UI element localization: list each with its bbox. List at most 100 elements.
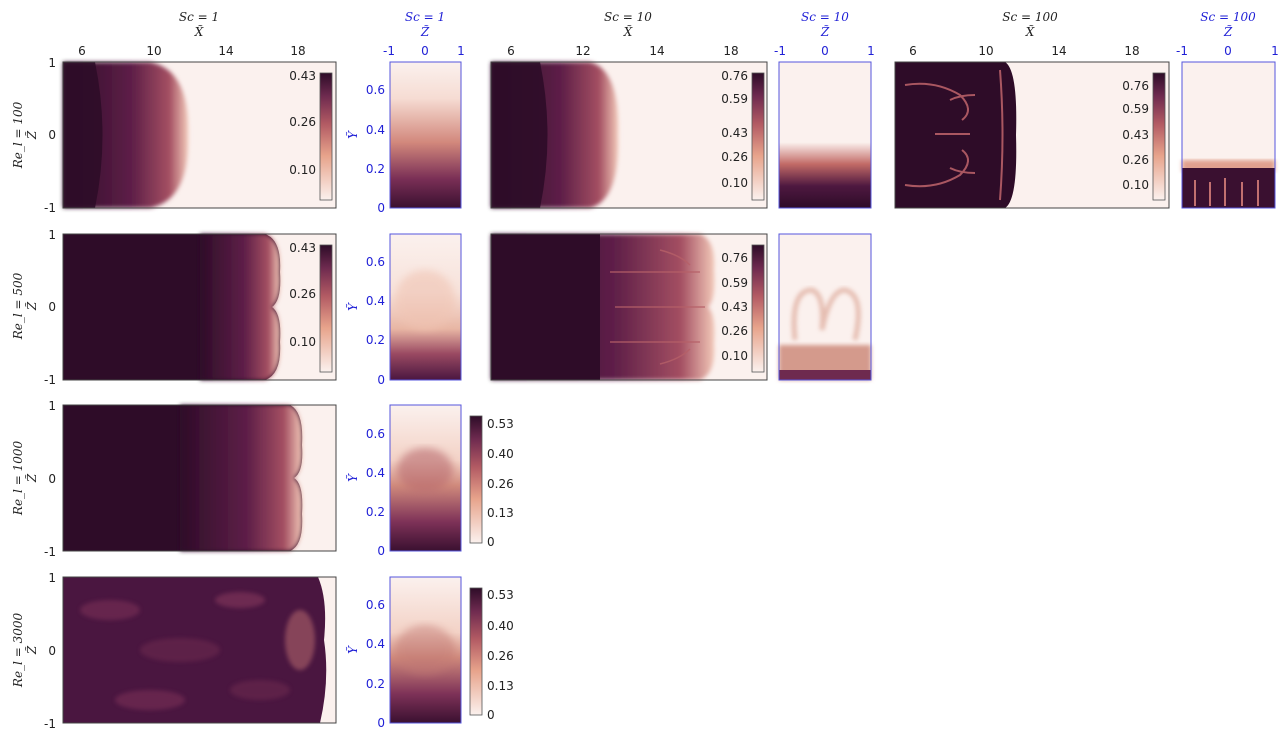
colorbar-re100-sc1: 0.43 0.26 0.10: [289, 69, 333, 201]
x-ticks-sc100: 6 10 14 18: [909, 44, 1139, 58]
header-sc1-side: Sc = 1: [405, 10, 445, 24]
x-ticks-sc1: 6 10 14 18: [78, 44, 305, 58]
y-tick: 0.2: [366, 162, 385, 176]
cbar-tick: 0.43: [721, 300, 748, 314]
cbar-tick: 0.43: [1122, 128, 1149, 142]
colorbar-re1000: 0.53 0.40 0.26 0.13 0: [469, 415, 514, 549]
y-tick: 0: [377, 373, 385, 387]
cbar-tick: 0.26: [721, 324, 748, 338]
y-labels-side: Ỹ Ỹ Ỹ Ỹ: [345, 130, 360, 654]
x-tick: 6: [78, 44, 86, 58]
column-headers: Sc = 1 X̃ Sc = 1 Z̃ Sc = 10 X̃ Sc = 10 Z…: [179, 10, 1256, 39]
z-tick: 1: [48, 399, 56, 413]
x-tick: 10: [146, 44, 161, 58]
row-label-re1000: Re_l = 1000: [11, 441, 25, 517]
y-tick: 0.2: [366, 677, 385, 691]
side-ylabel: Ỹ: [345, 130, 360, 139]
y-tick: 0.4: [366, 123, 385, 137]
y-ticks-side: 0.6 0.4 0.2 0 0.6 0.4 0.2 0 0.6 0.4 0.2 …: [366, 83, 385, 729]
cbar-tick: 0.76: [721, 69, 748, 83]
row-label-re100: Re_l = 100: [11, 101, 25, 169]
z-tick: -1: [383, 44, 395, 58]
cbar-tick: 0.43: [289, 69, 316, 83]
x-tick: 18: [723, 44, 738, 58]
cbar-tick: 0.53: [487, 417, 514, 431]
cbar-tick: 0.26: [721, 150, 748, 164]
header-sc100-main-axis: X̃: [1025, 24, 1035, 39]
z-ticks-main: 1 0 -1 1 0 -1 1 0 -1 1 0 -1: [44, 56, 56, 729]
row-label-axis: Z̃: [24, 130, 39, 140]
panel-side-re100-sc10: [778, 61, 872, 209]
cbar-tick: 0.59: [721, 276, 748, 290]
y-tick: 0: [377, 716, 385, 729]
header-sc1-main-axis: X̃: [194, 24, 204, 39]
z-tick: 1: [48, 56, 56, 70]
colorbar-sc10-row1: 0.76 0.59 0.43 0.26 0.10: [721, 69, 765, 201]
row-label-re500: Re_l = 500: [11, 272, 25, 340]
z-tick: 0: [1224, 44, 1232, 58]
z-tick: 0: [421, 44, 429, 58]
cbar-tick: 0.10: [1122, 178, 1149, 192]
y-tick: 0.2: [366, 333, 385, 347]
side-ylabel: Ỹ: [345, 473, 360, 482]
panel-side-re100-sc100: [1181, 61, 1276, 209]
z-tick: 1: [48, 228, 56, 242]
z-tick: 0: [48, 472, 56, 486]
header-sc1-main: Sc = 1: [179, 10, 219, 24]
cbar-tick: 0: [487, 708, 495, 722]
header-sc10-main: Sc = 10: [604, 10, 652, 24]
side-ylabel: Ỹ: [345, 302, 360, 311]
panel-re100-sc1: [62, 61, 337, 209]
colorbar-re3000: 0.53 0.40 0.26 0.13 0: [469, 587, 514, 722]
cbar-tick: 0: [487, 535, 495, 549]
row-label-re3000: Re_l = 3000: [11, 613, 25, 689]
panel-side-re500-sc1: [389, 233, 462, 381]
header-sc10-main-axis: X̃: [623, 24, 633, 39]
panel-re3000-sc1: [62, 576, 337, 724]
z-tick: -1: [44, 201, 56, 215]
header-sc100-side-axis: Z̃: [1223, 24, 1233, 39]
cbar-tick: 0.13: [487, 506, 514, 520]
x-ticks-sc10: 6 12 14 18: [507, 44, 738, 58]
cbar-tick: 0.26: [487, 649, 514, 663]
z-tick: -1: [44, 545, 56, 559]
y-tick: 0: [377, 201, 385, 215]
z-tick: 1: [867, 44, 875, 58]
x-tick: 12: [575, 44, 590, 58]
row-labels: Re_l = 100 Z̃ Re_l = 500 Z̃ Re_l = 1000 …: [11, 101, 39, 688]
cbar-tick: 0.59: [1122, 102, 1149, 116]
panel-side-re500-sc10: [778, 233, 872, 381]
cbar-tick: 0.76: [1122, 79, 1149, 93]
y-tick: 0.6: [366, 598, 385, 612]
cbar-tick: 0.10: [721, 176, 748, 190]
z-tick: -1: [44, 373, 56, 387]
z-tick: 1: [457, 44, 465, 58]
y-tick: 0.2: [366, 505, 385, 519]
z-tick: 0: [48, 300, 56, 314]
header-sc100-side: Sc = 100: [1200, 10, 1256, 24]
cbar-tick: 0.26: [487, 477, 514, 491]
z-tick: 0: [821, 44, 829, 58]
colorbar-sc10-row2: 0.76 0.59 0.43 0.26 0.10: [721, 244, 765, 373]
x-tick: 6: [507, 44, 515, 58]
cbar-tick: 0.13: [487, 679, 514, 693]
header-sc10-side-axis: Z̃: [820, 24, 830, 39]
colorbar-re500-sc1: 0.43 0.26 0.10: [289, 241, 333, 373]
y-tick: 0.6: [366, 427, 385, 441]
z-tick: -1: [44, 717, 56, 729]
x-tick: 14: [1051, 44, 1066, 58]
cbar-tick: 0.10: [289, 163, 316, 177]
x-tick: 14: [649, 44, 664, 58]
cbar-tick: 0.40: [487, 447, 514, 461]
row-label-axis: Z̃: [24, 645, 39, 655]
z-tick: 1: [48, 571, 56, 585]
cbar-tick: 0.26: [1122, 153, 1149, 167]
x-tick: 10: [978, 44, 993, 58]
cbar-tick: 0.10: [289, 335, 316, 349]
cbar-tick: 0.26: [289, 115, 316, 129]
panel-re1000-sc1: [62, 404, 337, 552]
cbar-tick: 0.59: [721, 92, 748, 106]
z-tick: 1: [1271, 44, 1279, 58]
row-label-axis: Z̃: [24, 301, 39, 311]
